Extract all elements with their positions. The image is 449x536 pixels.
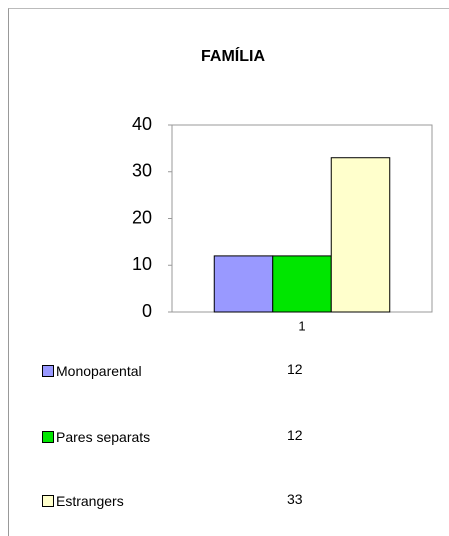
x-tick-label: 1 (298, 318, 305, 333)
bar (330, 157, 391, 313)
y-tick-label: 10 (132, 254, 152, 274)
value-label: 33 (287, 491, 303, 507)
frame (8, 8, 449, 536)
legend-label: Monoparental (56, 363, 142, 379)
legend-swatch (42, 495, 54, 507)
bar (213, 255, 274, 313)
legend-swatch (42, 365, 54, 377)
legend-label: Estrangers (56, 493, 124, 509)
value-label: 12 (287, 427, 303, 443)
legend-label: Pares separats (56, 429, 151, 445)
value-label: 12 (287, 361, 303, 377)
bar (272, 255, 332, 313)
y-tick-label: 30 (132, 161, 152, 181)
y-tick-label: 20 (132, 207, 152, 227)
legend-swatch (42, 431, 54, 443)
y-tick-label: 40 (132, 114, 152, 134)
y-tick-label: 0 (142, 301, 152, 321)
chart-title: FAMÍLIA (201, 46, 265, 65)
